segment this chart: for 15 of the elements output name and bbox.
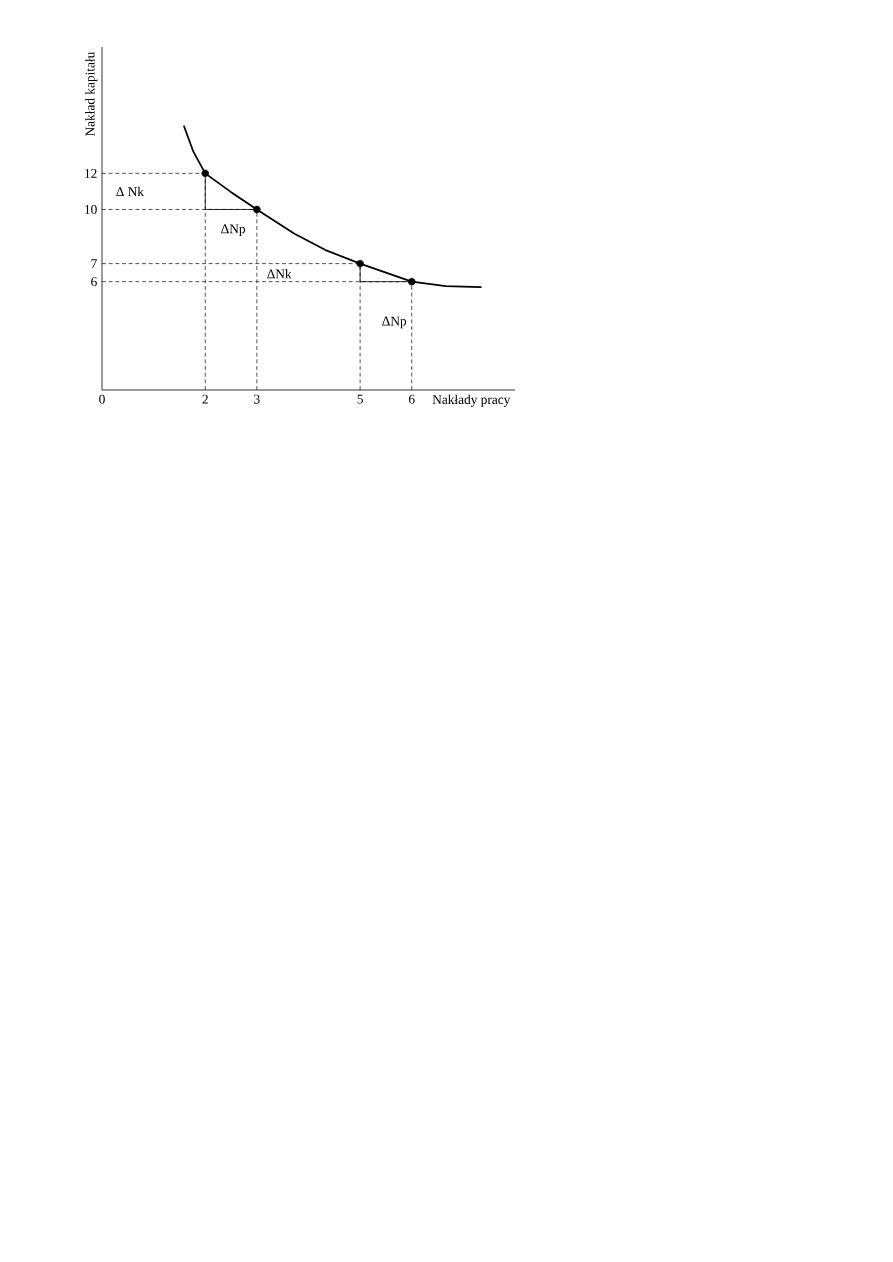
x-tick-label: 3 xyxy=(254,394,260,404)
x-tick-label: 2 xyxy=(202,394,208,404)
y-tick-label: 7 xyxy=(91,259,97,268)
annotation: ΔNp xyxy=(382,316,407,329)
x-tick-label: 5 xyxy=(357,394,363,404)
x-tick-label: 0 xyxy=(99,394,105,404)
annotation: ΔNp xyxy=(221,224,246,236)
y-tick-label: 10 xyxy=(85,204,97,214)
annotation: ΔNk xyxy=(267,269,292,279)
y-axis-title: Nakład kapitału xyxy=(85,51,98,137)
y-tick-label: 12 xyxy=(85,168,97,178)
y-tick-label: 6 xyxy=(91,277,97,287)
annotation: Δ Nk xyxy=(116,186,144,197)
x-axis-title: Nakłady pracy xyxy=(432,394,511,407)
x-tick-label: 6 xyxy=(408,394,415,404)
